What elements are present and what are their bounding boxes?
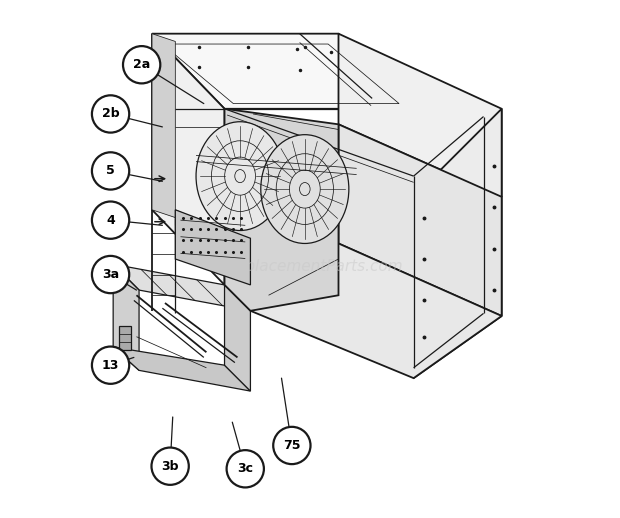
Polygon shape	[175, 210, 339, 295]
Polygon shape	[224, 109, 339, 311]
Polygon shape	[113, 264, 139, 370]
Polygon shape	[120, 326, 131, 350]
Circle shape	[92, 202, 129, 239]
Polygon shape	[152, 34, 414, 109]
Polygon shape	[113, 347, 250, 391]
Circle shape	[92, 95, 129, 133]
Polygon shape	[250, 243, 502, 378]
Text: 2b: 2b	[102, 107, 120, 121]
Text: 3a: 3a	[102, 268, 119, 281]
Ellipse shape	[196, 122, 284, 231]
Polygon shape	[113, 264, 250, 311]
Text: 75: 75	[283, 439, 301, 452]
Circle shape	[226, 450, 264, 487]
Circle shape	[92, 256, 129, 293]
Circle shape	[151, 448, 188, 485]
Text: 4: 4	[106, 213, 115, 227]
Text: 3c: 3c	[237, 462, 253, 476]
Text: 2a: 2a	[133, 58, 150, 71]
Circle shape	[92, 347, 129, 384]
Polygon shape	[152, 34, 175, 218]
Ellipse shape	[261, 135, 349, 243]
Polygon shape	[224, 285, 250, 391]
Circle shape	[273, 427, 311, 464]
Polygon shape	[414, 109, 502, 378]
Text: 3b: 3b	[161, 459, 179, 473]
Text: 5: 5	[106, 164, 115, 178]
Circle shape	[92, 152, 129, 190]
Circle shape	[123, 46, 161, 83]
Polygon shape	[339, 34, 502, 197]
Polygon shape	[175, 210, 250, 285]
Polygon shape	[152, 34, 224, 285]
Text: eReplacementParts.com: eReplacementParts.com	[216, 260, 404, 274]
Polygon shape	[339, 124, 502, 316]
Text: 13: 13	[102, 358, 119, 372]
